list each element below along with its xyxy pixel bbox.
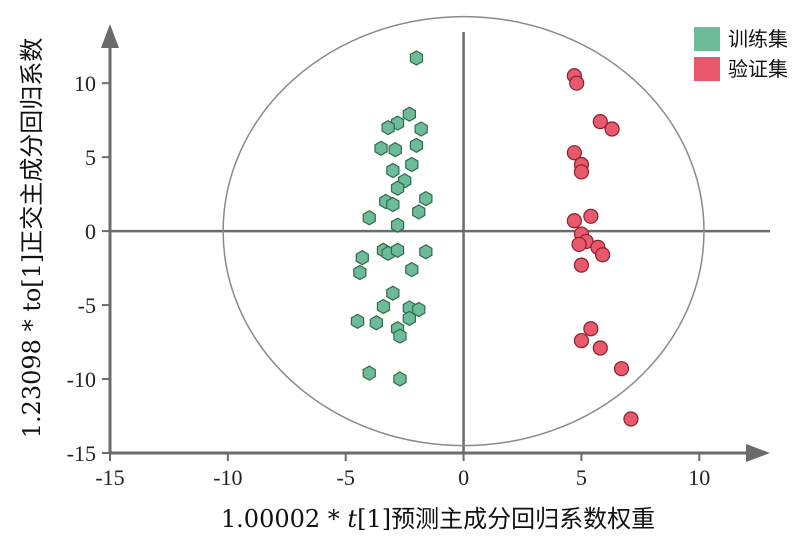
training-point [414,121,428,137]
training-point [405,261,419,278]
training-point [393,328,407,344]
training-point [409,137,424,153]
y-axis-arrow [101,24,119,48]
data-points [350,50,639,427]
legend-label: 训练集 [728,27,788,51]
training-point [362,365,376,381]
validation-point [583,321,599,337]
training-point [390,242,405,258]
x-tick-label: -10 [213,465,242,490]
training-point [412,301,426,318]
y-tick-label: 0 [85,219,96,244]
x-tick-label: 10 [688,465,710,490]
y-tick-label: 10 [74,71,96,96]
validation-point [566,145,582,161]
x-tick-label: -5 [337,465,355,490]
training-point [350,313,365,329]
x-tick-label: 0 [458,465,469,490]
confidence-ellipse-outline [222,15,705,447]
x-tick-label: 5 [576,465,587,490]
training-point [374,140,388,156]
validation-point [623,411,639,427]
training-point [362,210,376,226]
y-tick-label: -5 [78,293,96,318]
validation-point [573,164,590,180]
validation-point [573,332,590,349]
validation-point [595,247,611,263]
y-tick-label: 5 [85,145,96,170]
x-axis-arrow [746,444,770,462]
validation-point [592,114,608,130]
training-point [393,371,407,387]
training-point [386,162,400,179]
training-point [402,310,416,327]
validation-point [613,361,630,377]
confidence-ellipse [222,15,705,447]
x-axis-title-italic: t [347,505,357,533]
training-point [369,315,383,331]
x-axis-title-prefix: 1.00002 * [221,505,348,533]
validation-point [573,257,590,273]
training-point [381,119,395,136]
y-tick-label: -10 [67,367,96,392]
training-point [409,50,424,66]
validation-point [604,121,620,137]
training-point [353,264,367,281]
training-point [388,142,402,158]
legend-swatch [694,27,720,51]
validation-point [583,208,599,224]
validation-point [569,75,585,91]
training-point [412,204,426,220]
training-point [402,106,416,122]
axes: -15 -10 -5 0 5 10 -15 -10 -5 0 5 10 [67,24,770,490]
training-point [390,180,405,196]
training-point [419,190,433,207]
y-axis-title: 1.23098 * to[1]正交主成分回归系数 [18,38,46,439]
training-point [386,285,400,301]
x-axis-title-suffix: [1]预测主成分回归系数权重 [357,505,655,533]
training-point [419,244,433,260]
legend-swatch [694,57,720,81]
training-point [386,196,400,213]
y-tick-label: -15 [67,441,96,466]
validation-point [592,340,608,356]
training-point [355,250,369,266]
training-point [405,156,419,173]
x-axis-title: 1.00002 * t[1]预测主成分回归系数权重 [221,505,655,533]
training-point [390,217,405,233]
training-point [376,298,391,315]
validation-point [566,213,582,229]
validation-point [571,236,587,253]
legend-label: 验证集 [728,57,788,81]
x-tick-label: -15 [95,465,124,490]
